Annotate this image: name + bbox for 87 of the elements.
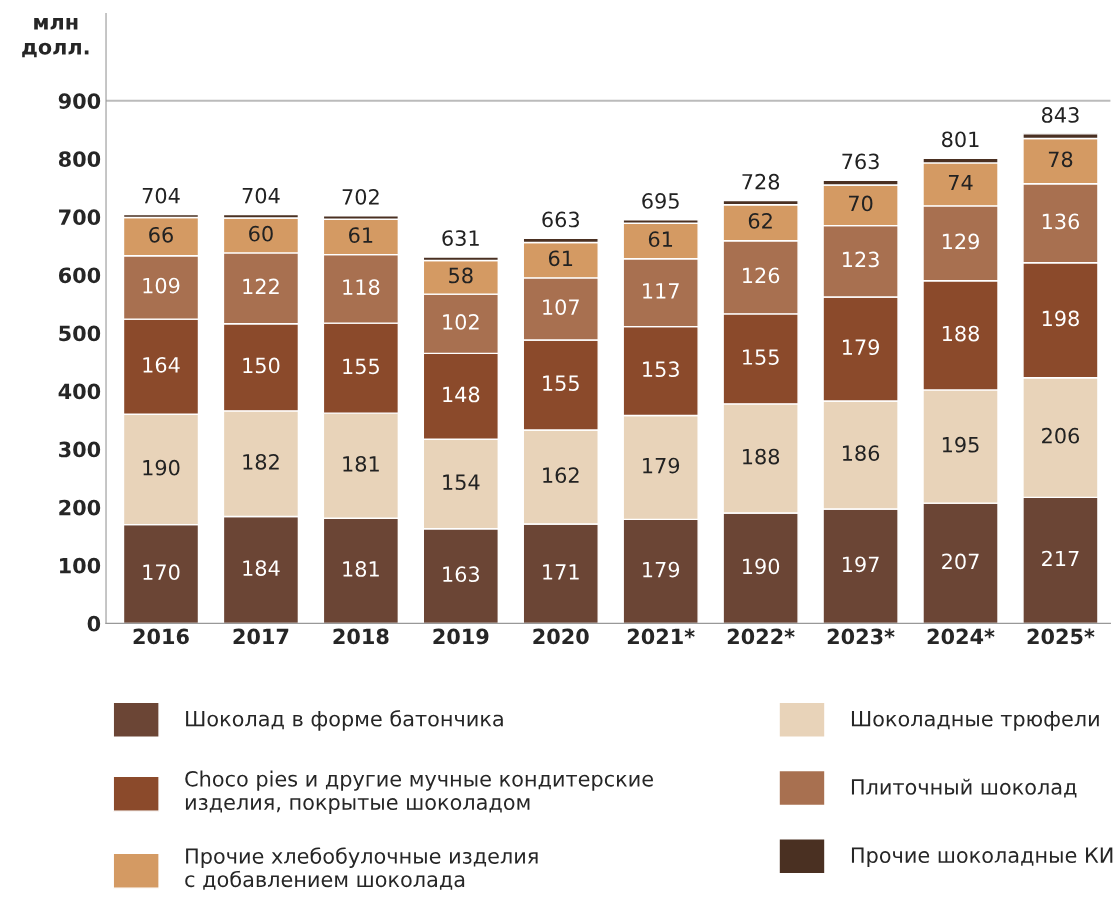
x-tick-label: 2021*	[627, 628, 695, 645]
total-label: 801	[942, 131, 979, 148]
data-label: 61	[349, 227, 373, 243]
legend-label: Шоколад в форме батончика	[186, 710, 503, 731]
data-label: 129	[942, 233, 979, 250]
data-label: 153	[643, 361, 679, 378]
legend-label: Прочие шоколадные КИ	[851, 847, 1113, 868]
data-label: 184	[243, 560, 280, 576]
legend-label: Плиточный шоколад	[851, 778, 1077, 798]
x-tick-label: 2024*	[927, 628, 995, 645]
data-label: 74	[948, 174, 973, 191]
y-tick-label: 300	[59, 441, 101, 458]
data-label: 163	[443, 566, 480, 583]
y-tick-label: 900	[58, 93, 101, 109]
data-label: 179	[842, 339, 879, 356]
data-label: 206	[1042, 427, 1080, 444]
data-label: 207	[942, 553, 979, 570]
y-tick-label: 800	[58, 151, 101, 168]
y-tick-label: 400	[58, 383, 101, 400]
legend-label: Шоколадные трюфели	[851, 711, 1099, 731]
data-label: 122	[243, 278, 279, 295]
data-label: 155	[543, 375, 579, 392]
total-label: 663	[542, 211, 579, 228]
data-label: 154	[443, 474, 480, 491]
legend-label: Прочие хлебобулочные изделия с добавлением шоколада	[185, 847, 538, 890]
x-tick-label: 2017	[233, 628, 289, 645]
data-label: 148	[443, 386, 480, 403]
y-tick-label: 600	[58, 267, 101, 284]
total-label: 695	[642, 193, 679, 209]
data-label: 136	[1042, 213, 1080, 230]
data-label: 164	[143, 356, 180, 373]
y-tick-label: 200	[59, 499, 101, 516]
total-label: 843	[1041, 107, 1079, 123]
data-label: 155	[343, 358, 379, 375]
data-label: 123	[842, 251, 879, 268]
data-label: 188	[942, 325, 979, 342]
data-label: 62	[748, 212, 772, 229]
data-label: 102	[443, 314, 479, 330]
data-label: 197	[842, 556, 879, 573]
data-label: 66	[149, 226, 173, 243]
data-label: 188	[743, 448, 780, 465]
data-label: 179	[643, 561, 680, 578]
data-label: 171	[543, 564, 579, 580]
data-label: 70	[849, 195, 873, 212]
data-label: 182	[243, 453, 279, 470]
x-tick-label: 2019	[433, 628, 489, 645]
x-tick-label: 2020	[533, 628, 589, 645]
data-label: 181	[343, 561, 379, 577]
data-label: 198	[1042, 310, 1079, 327]
data-label: 150	[243, 357, 280, 374]
data-label: 60	[249, 225, 273, 242]
x-tick-label: 2018	[333, 628, 389, 645]
total-label: 704	[242, 187, 280, 204]
data-label: 195	[942, 436, 979, 453]
data-label: 181	[343, 455, 379, 472]
data-label: 179	[643, 457, 680, 474]
y-tick-label: 700	[59, 209, 101, 226]
y-tick-label: 100	[60, 557, 101, 574]
x-tick-label: 2023*	[827, 628, 895, 645]
data-label: 109	[143, 277, 180, 294]
legend-label: Choco pies и другие мучные кондитерские изделия, покрытые шоколадом	[185, 770, 653, 815]
data-label: 107	[543, 299, 579, 315]
data-label: 118	[343, 279, 380, 295]
x-tick-label: 2016	[133, 628, 189, 645]
y-tick-label: 500	[59, 325, 101, 342]
data-label: 217	[1042, 550, 1079, 567]
data-label: 162	[543, 467, 579, 484]
data-label: 155	[743, 349, 779, 365]
data-label: 170	[143, 564, 180, 581]
data-label: 78	[1048, 151, 1073, 168]
data-label: 126	[743, 267, 780, 284]
total-label: 763	[842, 153, 879, 170]
data-label: 58	[449, 267, 473, 284]
total-label: 728	[742, 173, 780, 190]
y-tick-label: 0	[87, 615, 101, 632]
total-label: 704	[142, 187, 180, 204]
data-label: 61	[648, 231, 673, 248]
total-label: 631	[442, 230, 479, 246]
data-label: 61	[548, 250, 573, 267]
data-label: 190	[743, 558, 780, 575]
data-label: 186	[842, 445, 880, 461]
x-tick-label: 2025*	[1027, 628, 1095, 645]
data-label: 190	[143, 459, 180, 476]
total-label: 702	[342, 188, 379, 205]
y-axis-title: млн долл.	[22, 18, 89, 58]
data-label: 117	[643, 283, 679, 299]
x-tick-label: 2022*	[727, 628, 795, 645]
